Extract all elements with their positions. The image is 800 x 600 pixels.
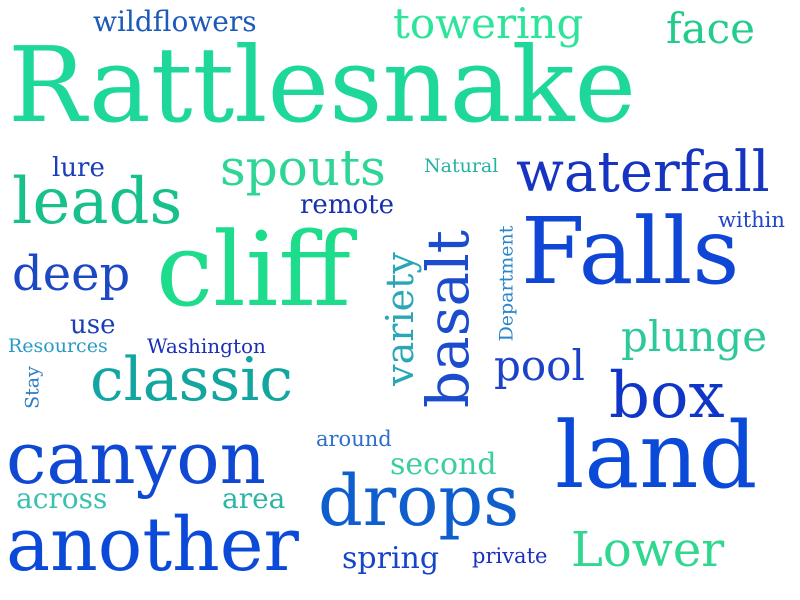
word-deep: deep (12, 246, 131, 302)
word-natural: Natural (424, 155, 499, 177)
word-area: area (222, 482, 286, 515)
word-lure: lure (52, 153, 105, 183)
word-classic: classic (90, 345, 293, 415)
word-use: use (70, 310, 116, 340)
word-land: land (555, 402, 758, 509)
word-lower: Lower (571, 522, 725, 578)
word-plunge: plunge (621, 312, 768, 361)
word-falls: Falls (521, 198, 740, 305)
word-box: box (609, 359, 725, 433)
word-canyon: canyon (6, 416, 267, 500)
word-spring: spring (342, 541, 440, 576)
word-spouts: spouts (220, 139, 386, 197)
word-within: within (718, 208, 785, 232)
word-variety: variety (378, 252, 422, 386)
word-rattlesnake: Rattlesnake (8, 24, 637, 146)
word-leads: leads (12, 165, 183, 239)
word-basalt: basalt (414, 230, 482, 408)
word-cliff: cliff (156, 211, 351, 330)
word-face: face (666, 4, 755, 53)
word-department: Department (495, 225, 518, 342)
word-stay: Stay (21, 366, 44, 409)
word-around: around (316, 427, 392, 451)
word-pool: pool (494, 341, 585, 390)
word-waterfall: waterfall (516, 140, 770, 205)
word-resources: Resources (8, 335, 108, 357)
word-remote: remote (300, 190, 394, 220)
word-washington: Washington (147, 334, 266, 358)
word-second: second (390, 447, 497, 482)
word-another: another (6, 502, 299, 588)
word-private: private (472, 544, 548, 568)
word-drops: drops (318, 460, 520, 542)
word-across: across (16, 482, 108, 515)
word-wildflowers: wildflowers (93, 5, 257, 38)
word-towering: towering (393, 0, 584, 48)
